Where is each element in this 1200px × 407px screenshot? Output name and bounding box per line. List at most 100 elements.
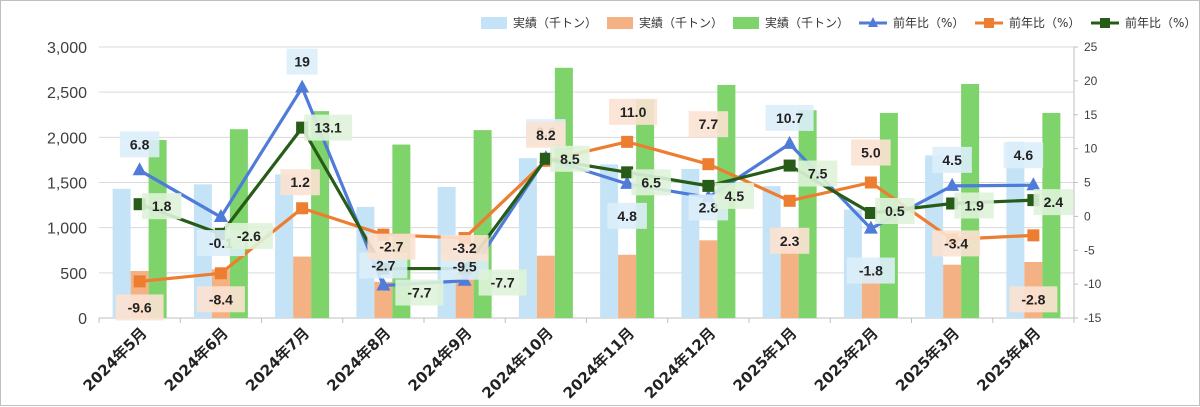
data-label: 4.5 [725, 188, 745, 204]
x-tick-label: 2024年12月 [641, 324, 719, 402]
data-label: -3.2 [453, 240, 477, 256]
data-label-box [367, 233, 416, 260]
x-tick-label: 2024年5月 [80, 324, 151, 395]
data-label: -7.7 [491, 275, 515, 291]
x-tick-label: 2024年6月 [161, 324, 232, 395]
data-label: -9.6 [128, 299, 152, 315]
x-tick-label: 2025年2月 [811, 324, 882, 395]
line-point [864, 206, 877, 219]
data-label: 8.5 [560, 151, 580, 167]
data-label-box [609, 98, 658, 125]
y2-tick-label: -15 [1084, 311, 1102, 325]
data-label: -8.4 [209, 291, 233, 307]
line-point [782, 135, 797, 149]
data-label: 13.1 [315, 120, 342, 136]
data-label-box [1009, 286, 1058, 313]
data-label: 4.8 [617, 208, 637, 224]
data-label: 10.7 [776, 110, 803, 126]
data-label: 5.0 [861, 145, 881, 161]
x-tick-label: 2024年11月 [560, 324, 638, 402]
line-series-1 [138, 86, 1034, 288]
bar-1 [600, 164, 619, 318]
bar-1 [275, 174, 294, 318]
line-point [702, 158, 715, 171]
data-label-box [304, 114, 353, 141]
line-point [945, 177, 960, 191]
y-tick-label: 1,000 [47, 221, 87, 238]
data-label: 8.2 [536, 127, 556, 143]
bar-2 [374, 281, 393, 318]
x-tick-label: 2024年7月 [242, 324, 313, 395]
legend-marker [984, 18, 994, 28]
line-point [1026, 177, 1041, 191]
data-label: -9.5 [453, 259, 477, 275]
data-label: 7.7 [699, 116, 719, 132]
data-label: -7.7 [407, 285, 431, 301]
y-tick-label: 0 [78, 311, 87, 328]
y2-tick-label: -10 [1084, 277, 1102, 291]
data-label: -1.8 [859, 263, 883, 279]
data-label-box [765, 104, 814, 131]
line-point [620, 175, 635, 189]
legend-swatch [733, 17, 759, 29]
data-label-box [875, 197, 915, 224]
data-label-box [119, 131, 160, 158]
y-tick-label: 1,500 [47, 176, 87, 193]
bar-1 [112, 188, 131, 318]
data-label-box [141, 193, 182, 220]
line-point [621, 135, 634, 148]
line-point [213, 209, 228, 223]
data-label: 2.3 [780, 233, 800, 249]
data-label-box [797, 160, 838, 187]
data-label-box [954, 192, 994, 219]
data-label-box [224, 222, 273, 249]
legend-label: 実績（千トン） [639, 15, 723, 30]
data-label-box [550, 145, 590, 172]
line-point [1027, 229, 1040, 242]
data-label: 0.5 [885, 203, 905, 219]
data-label: -2.8 [1021, 291, 1045, 307]
y2-tick-label: 5 [1084, 176, 1091, 190]
line-point [296, 202, 309, 215]
bar-3 [798, 110, 817, 318]
data-label-box [478, 269, 527, 296]
line-point [132, 162, 147, 176]
data-label: 2.8 [699, 199, 719, 215]
y2-tick-label: -5 [1084, 243, 1095, 257]
data-label-box [395, 279, 444, 306]
data-label-box [932, 146, 972, 173]
data-label-box [286, 48, 318, 75]
bar-3 [554, 67, 573, 318]
data-label-box [851, 139, 891, 166]
y-tick-label: 2,000 [47, 130, 87, 147]
line-point [133, 275, 146, 288]
line-point [621, 166, 634, 179]
data-label: -3.4 [944, 235, 968, 251]
data-label: 1.9 [964, 198, 984, 214]
line-point [702, 179, 715, 192]
legend-label: 前年比（%） [893, 15, 964, 30]
y2-tick-label: 10 [1084, 142, 1098, 156]
y-tick-label: 3,000 [47, 40, 87, 57]
legend-label: 実績（千トン） [513, 15, 597, 30]
data-label-box [769, 227, 810, 254]
data-label: 1.8 [152, 198, 172, 214]
data-label: 4.6 [1014, 147, 1034, 163]
line-point [539, 152, 552, 165]
data-label-box [846, 257, 895, 284]
legend-label: 前年比（%） [1125, 15, 1196, 30]
x-tick-label: 2025年4月 [973, 324, 1044, 395]
line-point [783, 194, 796, 207]
y2-tick-label: 25 [1084, 40, 1098, 54]
legend-label: 前年比（%） [1009, 15, 1080, 30]
data-label-box [440, 235, 489, 262]
x-tick-label: 2024年10月 [478, 324, 556, 402]
bar-2 [293, 256, 312, 318]
data-label-box [932, 230, 981, 257]
bar-3 [148, 140, 167, 318]
data-label: -2.7 [371, 257, 395, 273]
line-point [863, 220, 878, 234]
line-point [214, 267, 227, 280]
data-label-box [631, 169, 671, 196]
